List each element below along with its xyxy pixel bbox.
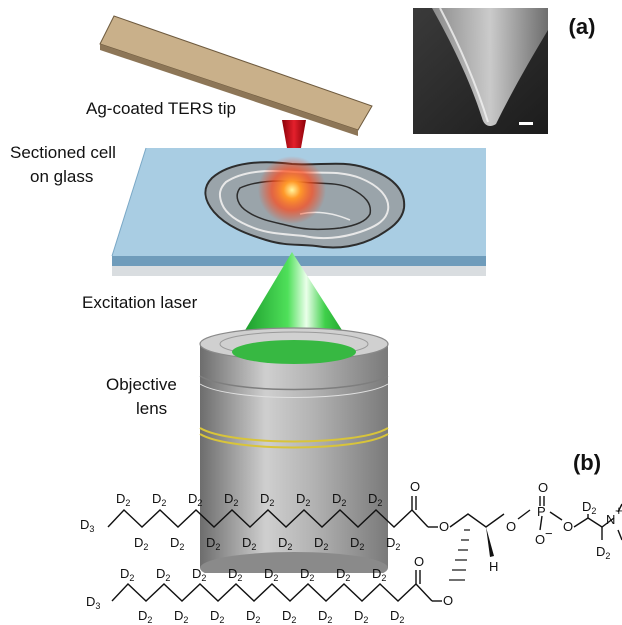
scale-bar	[519, 122, 533, 125]
charge-minus: −	[545, 526, 553, 541]
excitation-laser-cone	[232, 252, 356, 352]
panel-label-b: (b)	[573, 450, 601, 475]
atom-o-ester-bottom: O	[443, 593, 453, 608]
methyl-label-top: D3	[80, 517, 94, 534]
methylene-label-top: D2	[152, 491, 166, 508]
methylene-label-top: D2	[134, 535, 148, 552]
bottom-acyl-chain	[111, 583, 433, 602]
label-cell-line2: on glass	[30, 167, 93, 186]
atom-p: P	[537, 504, 546, 519]
deuterium-labels: D3D3D2D2D2D2D2D2D2D2D2D2D2D2D2D2D2D2D2D2…	[80, 491, 610, 625]
atom-o-choline: O	[563, 519, 573, 534]
methylene-label-top: D2	[116, 491, 130, 508]
tip-hotspot	[258, 156, 326, 224]
top-acyl-chain	[107, 509, 429, 528]
label-objective-line1: Objective	[106, 375, 177, 394]
label-tip: Ag-coated TERS tip	[86, 99, 236, 118]
panel-label-a: (a)	[569, 14, 596, 39]
lipid-structure	[107, 496, 622, 602]
methylene-label-top: D2	[386, 535, 400, 552]
label-cell-line1: Sectioned cell	[10, 143, 116, 162]
methylene-label-bottom: D2	[156, 566, 170, 583]
cantilever	[99, 15, 373, 136]
charge-plus: +	[615, 503, 622, 518]
objective-band	[199, 427, 389, 443]
atom-o-link: O	[506, 519, 516, 534]
atom-o-minus: O	[535, 532, 545, 547]
methylene-label-choline: D2	[596, 544, 610, 561]
methylene-label-choline: D2	[582, 499, 596, 516]
methylene-label-bottom: D2	[120, 566, 134, 583]
sem-inset-image	[413, 7, 548, 134]
atom-n: N	[606, 512, 615, 527]
objective-lens	[199, 327, 389, 584]
methylene-label-top: D2	[170, 535, 184, 552]
atom-h: H	[489, 559, 498, 574]
atom-labels: O O O O H O P O O − O N +	[410, 479, 622, 608]
atom-o-bottom: O	[414, 554, 424, 569]
atom-o-ester-top: O	[439, 519, 449, 534]
label-laser: Excitation laser	[82, 293, 198, 312]
atom-o-top: O	[410, 479, 420, 494]
label-objective-line2: lens	[136, 399, 167, 418]
atom-o-double: O	[538, 480, 548, 495]
